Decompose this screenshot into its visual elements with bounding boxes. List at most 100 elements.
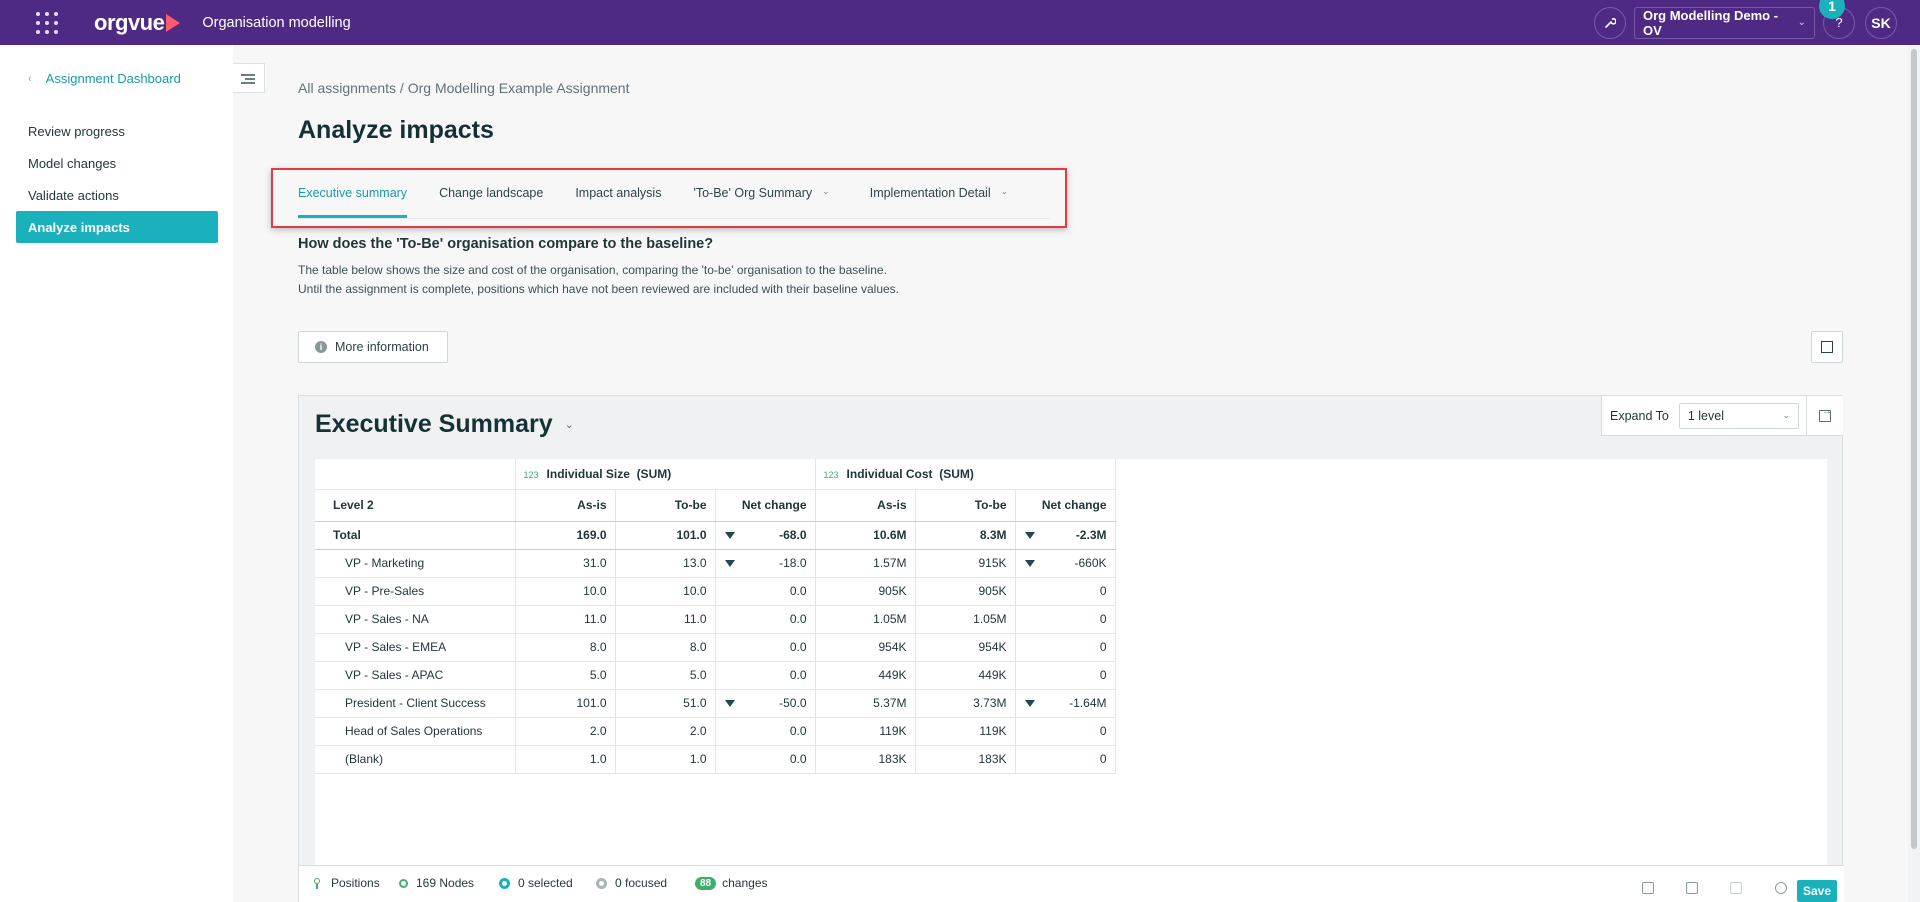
size-tobe-cell: 10.0 [615,577,716,606]
table-row[interactable]: Head of Sales Operations 2.0 2.0 0.0 119… [315,717,1116,746]
size-tobe-cell: 5.0 [615,661,716,690]
col-header-size-asis[interactable]: As-is [515,489,616,522]
tab-impact-analysis[interactable]: Impact analysis [575,180,661,218]
sidebar-item-model-changes[interactable]: Model changes [16,147,218,179]
sidebar-item-label: Validate actions [28,187,119,203]
export-icon [1819,406,1832,422]
tab-label: Impact analysis [575,186,662,200]
cost-tobe-cell: 1.05M [915,605,1016,634]
selected-indicator[interactable]: 0 selected [499,876,573,890]
more-information-label: More information [335,340,429,354]
size-net-cell: 0.0 [715,577,816,606]
chevron-down-icon: ⌄ [1782,409,1790,420]
changes-indicator[interactable]: 88 changes [695,876,768,890]
size-net-cell: 0.0 [715,661,816,690]
collapse-icon-line [245,78,255,80]
sidebar-item-validate-actions[interactable]: Validate actions [16,179,218,211]
table-row-total[interactable]: Total 169.0 101.0 -68.0 10.6M 8.3M -2.3M [315,521,1116,550]
fullscreen-button[interactable] [1811,331,1843,363]
col-header-size-tobe[interactable]: To-be [615,489,716,522]
size-net-value: -68.0 [779,528,807,542]
fullscreen-icon-corner [1821,347,1827,353]
copy-icon[interactable] [1686,882,1698,894]
summary-table: 123 Individual Size (SUM) 123 Individual C… [315,459,1116,774]
apps-grid-icon[interactable] [36,11,58,34]
cost-tobe-cell: 449K [915,661,1016,690]
collapse-sidebar-button[interactable] [233,63,265,93]
table-row[interactable]: VP - Pre-Sales 10.0 10.0 0.0 905K 905K 0 [315,577,1116,606]
group-name: Individual Size [546,466,630,481]
wrench-icon [1605,17,1616,28]
col-header-cost-asis[interactable]: As-is [815,489,916,522]
cost-asis-cell: 1.05M [815,605,916,634]
tab-executive-summary[interactable]: Executive summary [298,180,408,218]
chevron-down-icon: ⌄ [1000,186,1009,196]
save-button[interactable]: Save [1797,880,1837,902]
orgvue-logo[interactable]: orgvue [94,9,181,36]
sidebar-item-analyze-impacts[interactable]: Analyze impacts [16,211,218,243]
down-triangle-icon [1024,531,1035,539]
user-avatar[interactable]: SK [1865,6,1897,39]
cost-net-value: -2.3M [1075,528,1107,542]
cost-asis-cell: 449K [815,661,916,690]
table-row[interactable]: VP - Sales - APAC 5.0 5.0 0.0 449K 449K … [315,661,1116,690]
size-net-cell: -50.0 [715,689,816,718]
export-button[interactable] [1806,396,1843,436]
assignment-dashboard-link[interactable]: ‹ Assignment Dashboard [28,71,181,86]
size-asis-cell: 31.0 [515,549,616,578]
table-row[interactable]: VP - Marketing 31.0 13.0 -18.0 1.57M 915… [315,549,1116,578]
more-information-button[interactable]: i More information [298,331,448,363]
expand-to-control: Expand To 1 level ⌄ [1601,396,1806,436]
col-header-size-net[interactable]: Net change [715,489,816,522]
row-name: VP - Pre-Sales [315,577,516,606]
summary-title[interactable]: Executive Summary ⌄ [315,410,574,439]
table-row[interactable]: VP - Sales - NA 11.0 11.0 0.0 1.05M 1.05… [315,605,1116,634]
group-agg: (SUM) [636,466,672,481]
tab-change-landscape[interactable]: Change landscape [439,180,543,218]
cost-net-cell: 0 [1015,717,1116,746]
wrench-button[interactable] [1594,6,1626,39]
cost-asis-cell: 119K [815,717,916,746]
page-scrollbar[interactable] [1908,45,1920,902]
size-net-value: -18.0 [779,556,807,570]
executive-summary-panel: Executive Summary ⌄ Expand To 1 level ⌄ … [298,395,1844,902]
breadcrumb[interactable]: All assignments / Org Modelling Example … [298,80,630,96]
logo-text: orgvue [94,9,165,35]
tab-implementation-detail[interactable]: Implementation Detail ⌄ [870,180,1008,218]
down-triangle-icon [724,699,735,707]
tab-to-be-org-summary[interactable]: 'To-Be' Org Summary ⌄ [693,180,829,218]
col-header-cost-net[interactable]: Net change [1015,489,1116,522]
expand-level-value: 1 level [1687,408,1724,423]
row-name: President - Client Success [315,689,516,718]
size-net-cell: -18.0 [715,549,816,578]
cost-tobe-cell: 183K [915,745,1016,774]
cost-net-cell: 0 [1015,661,1116,690]
notification-badge[interactable]: 1 [1819,0,1845,19]
size-asis-cell: 11.0 [515,605,616,634]
col-header-cost-tobe[interactable]: To-be [915,489,1016,522]
fullscreen-icon [1821,341,1827,347]
table-row[interactable]: (Blank) 1.0 1.0 0.0 183K 183K 0 [315,745,1116,774]
section-question: How does the 'To-Be' organisation compar… [298,236,714,252]
workspace-select[interactable]: Org Modelling Demo - OV ⌄ [1634,6,1815,39]
focused-indicator[interactable]: 0 focused [596,876,667,890]
row-header-level2[interactable]: Level 2 [315,489,516,522]
size-asis-cell: 1.0 [515,745,616,774]
tab-divider [298,218,1050,219]
changes-label: changes [722,876,768,890]
size-asis-cell: 169.0 [515,521,616,550]
delete-icon[interactable] [1730,882,1742,894]
sidebar-item-review-progress[interactable]: Review progress [16,115,218,147]
size-tobe-cell: 101.0 [615,521,716,550]
table-row[interactable]: VP - Sales - EMEA 8.0 8.0 0.0 954K 954K … [315,633,1116,662]
selected-icon [499,877,510,889]
table-row[interactable]: President - Client Success 101.0 51.0 -5… [315,689,1116,718]
cost-asis-cell: 10.6M [815,521,916,550]
expand-level-select[interactable]: 1 level ⌄ [1678,402,1799,429]
scrollbar-thumb[interactable] [1911,49,1917,849]
refresh-icon[interactable] [1775,882,1787,894]
add-icon[interactable] [1642,882,1654,894]
positions-indicator[interactable]: Positions [313,876,380,890]
cost-net-cell: 0 [1015,745,1116,774]
row-name: VP - Sales - NA [315,605,516,634]
